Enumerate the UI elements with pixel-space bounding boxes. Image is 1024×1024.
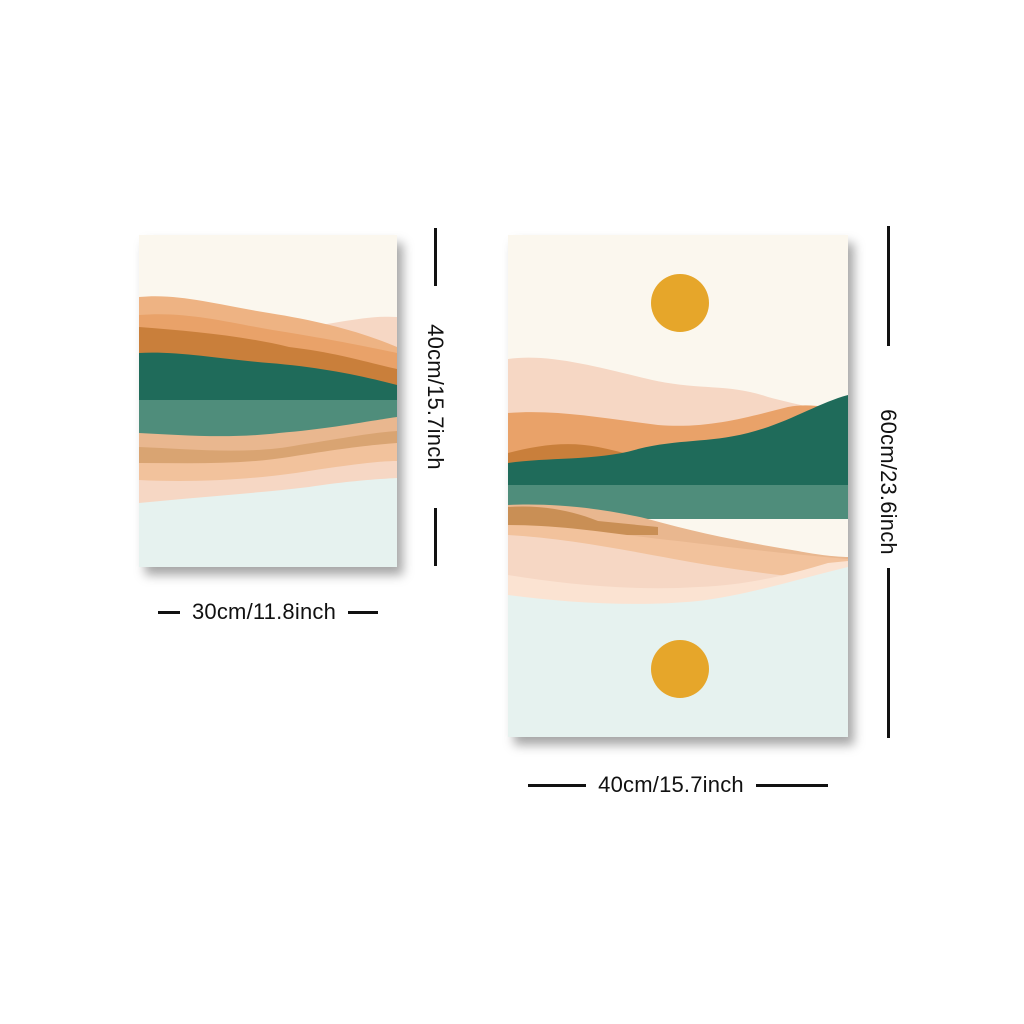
large-height-label: 60cm/23.6inch	[876, 409, 901, 555]
dimension-line	[433, 228, 437, 286]
small-landscape-art	[139, 235, 397, 567]
dimension-line	[755, 783, 828, 787]
large-landscape-art	[508, 235, 848, 737]
large-height-dimension: 60cm/23.6inch	[873, 226, 903, 738]
large-width-dimension: 40cm/15.7inch	[508, 770, 848, 800]
small-width-dimension: 30cm/11.8inch	[139, 597, 397, 627]
large-width-label: 40cm/15.7inch	[598, 772, 744, 797]
dimension-line	[433, 508, 437, 566]
dimension-line	[348, 610, 379, 614]
small-art-print	[139, 235, 397, 567]
small-height-label: 40cm/15.7inch	[423, 324, 448, 470]
small-height-dimension: 40cm/15.7inch	[420, 228, 450, 566]
dimension-line	[886, 226, 890, 346]
small-width-label: 30cm/11.8inch	[191, 599, 337, 624]
large-art-print	[508, 235, 848, 737]
sun-icon	[651, 274, 709, 332]
dimension-line	[886, 568, 890, 738]
dimension-line	[157, 610, 180, 614]
sun-reflection-icon	[651, 640, 709, 698]
dimension-line	[528, 783, 587, 787]
